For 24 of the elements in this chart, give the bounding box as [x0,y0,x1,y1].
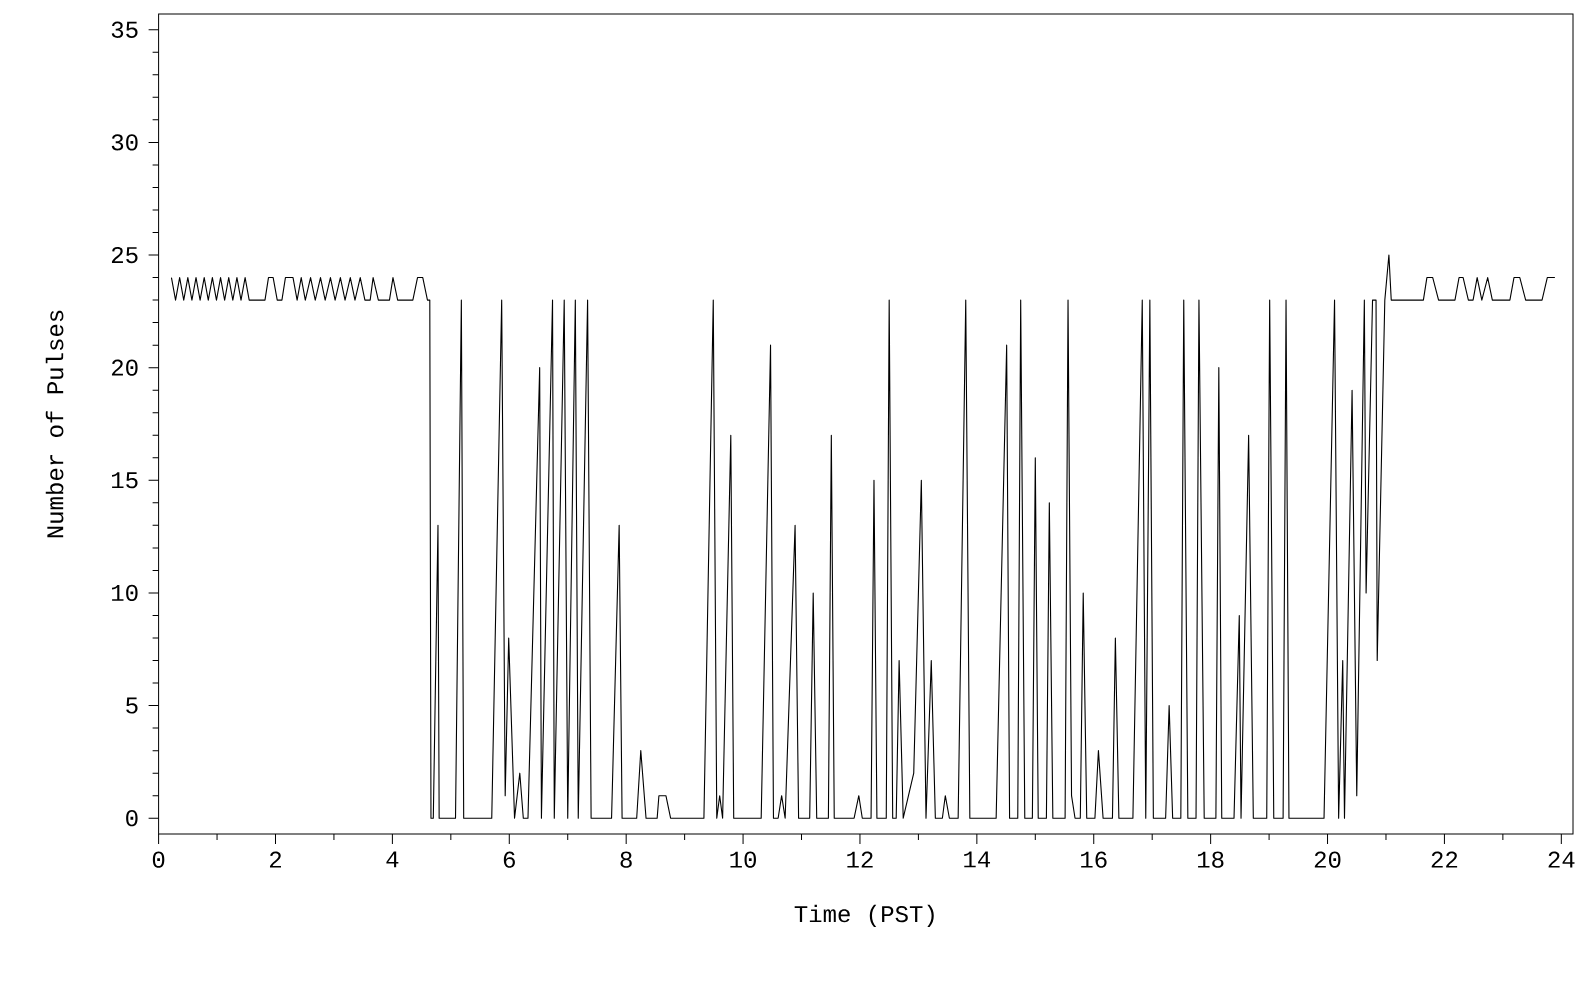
line-series [170,254,1556,819]
x-tick-label: 22 [1431,851,1458,868]
x-tick-label: 14 [964,851,991,868]
y-tick-label: 25 [111,246,138,264]
x-tick-label: 10 [730,851,756,868]
x-tick-label: 6 [503,851,515,868]
y-tick-label: 15 [112,472,138,489]
y-axis-title: Number of Pulses [45,310,64,538]
x-tick-label: 16 [1081,851,1107,868]
x-tick-label: 18 [1197,851,1224,868]
x-tick-label: 20 [1314,851,1341,868]
x-tick-label: 0 [152,851,165,868]
x-tick-label: 4 [386,851,399,868]
x-tick-label: 24 [1548,851,1575,868]
y-tick-label: 20 [111,359,138,376]
x-tick-label: 12 [847,851,873,868]
x-tick-label: 2 [269,851,281,868]
y-tick-label: 10 [112,584,138,602]
x-tick-label: 8 [620,851,632,868]
y-tick-label: 35 [111,21,138,38]
y-tick-label: 30 [111,134,138,151]
y-tick-label: 0 [126,810,138,827]
x-axis-title: Time (PST) [794,904,934,928]
y-tick-label: 5 [126,697,138,714]
